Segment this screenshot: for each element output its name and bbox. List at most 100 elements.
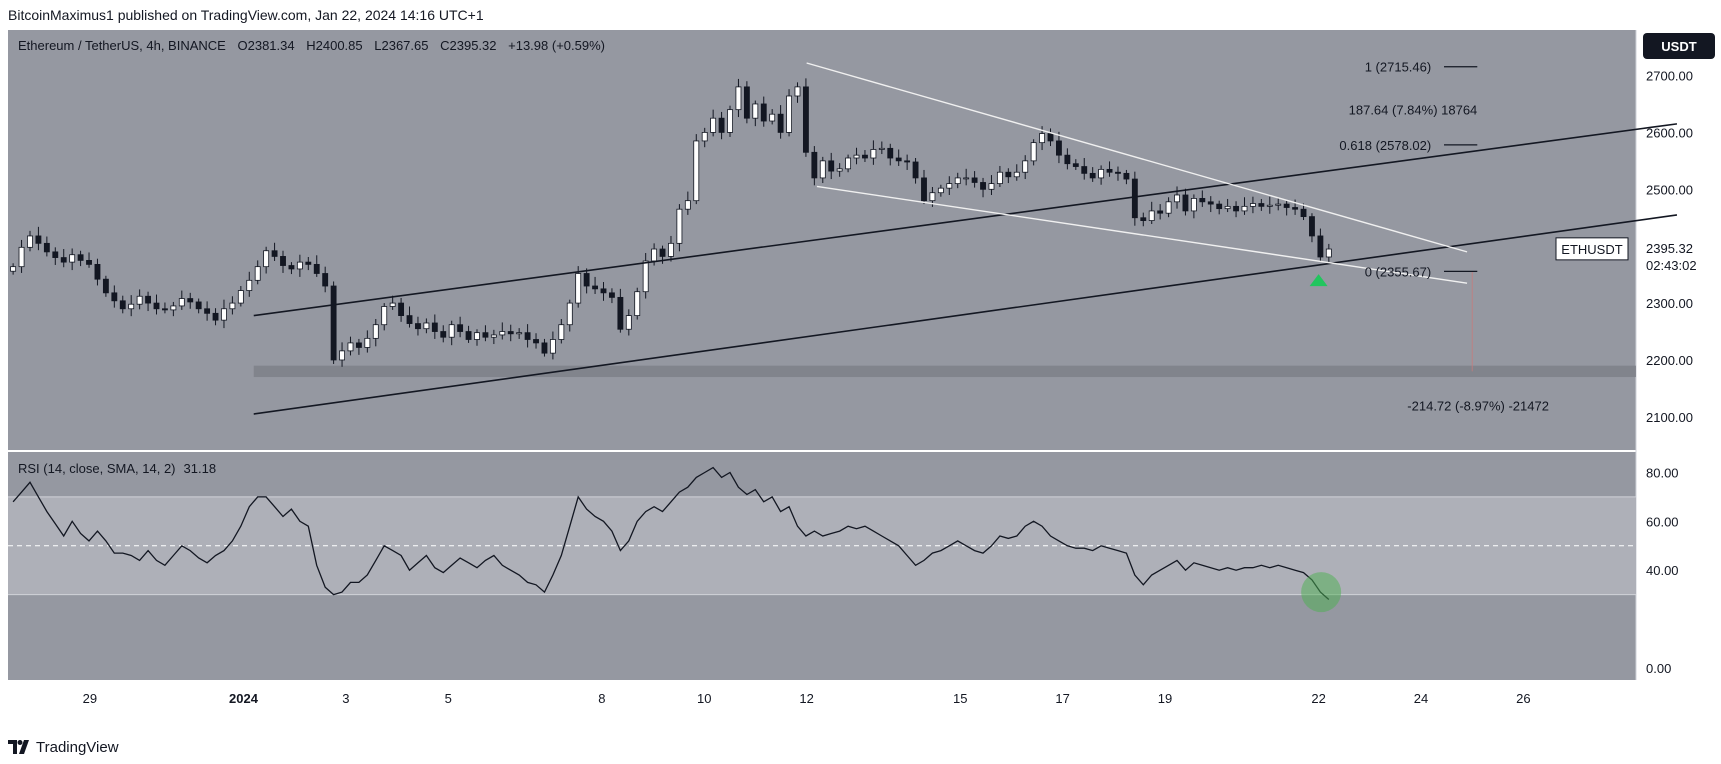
bear-candle[interactable] [465, 331, 472, 340]
bear-candle[interactable] [288, 265, 295, 270]
bull-candle[interactable] [372, 324, 379, 339]
bear-candle[interactable] [887, 147, 894, 159]
bull-candle[interactable] [1039, 133, 1046, 144]
bull-candle[interactable] [1266, 204, 1273, 207]
bull-candle[interactable] [221, 308, 227, 321]
bull-candle[interactable] [1275, 203, 1282, 206]
ticker-badge[interactable] [1555, 237, 1629, 261]
bear-candle[interactable] [1131, 178, 1138, 219]
bear-candle[interactable] [162, 308, 168, 311]
bear-candle[interactable] [1283, 203, 1290, 208]
bull-candle[interactable] [684, 200, 691, 210]
bear-candle[interactable] [398, 302, 405, 316]
bear-candle[interactable] [541, 342, 548, 354]
bull-candle[interactable] [1165, 201, 1172, 214]
bull-candle[interactable] [575, 273, 582, 304]
bear-candle[interactable] [1005, 171, 1012, 178]
bear-candle[interactable] [1106, 168, 1113, 173]
bull-candle[interactable] [1013, 171, 1020, 178]
bull-candle[interactable] [128, 303, 135, 310]
bear-candle[interactable] [35, 235, 42, 244]
bull-candle[interactable] [448, 324, 455, 338]
bull-candle[interactable] [946, 183, 953, 189]
bear-candle[interactable] [777, 113, 784, 133]
bull-candle[interactable] [929, 192, 936, 202]
bear-candle[interactable] [1115, 171, 1121, 174]
bear-candle[interactable] [86, 260, 92, 265]
bear-candle[interactable] [1140, 217, 1147, 221]
bear-candle[interactable] [904, 160, 911, 163]
bull-candle[interactable] [516, 332, 523, 335]
bull-candle[interactable] [296, 261, 303, 270]
bear-candle[interactable] [1047, 133, 1054, 142]
bull-candle[interactable] [237, 290, 244, 304]
bear-candle[interactable] [1157, 210, 1164, 214]
bull-candle[interactable] [339, 350, 345, 361]
bull-candle[interactable] [381, 306, 388, 326]
bear-candle[interactable] [1182, 194, 1189, 212]
wedge-lower-line[interactable] [816, 185, 1468, 284]
bear-candle[interactable] [600, 288, 607, 294]
bear-candle[interactable] [1317, 235, 1324, 258]
bull-candle[interactable] [499, 331, 506, 336]
bear-candle[interactable] [355, 342, 362, 348]
bear-candle[interactable] [718, 117, 725, 133]
bull-candle[interactable] [853, 154, 860, 159]
bull-candle[interactable] [727, 109, 733, 133]
bear-candle[interactable] [212, 312, 219, 321]
bull-candle[interactable] [836, 168, 843, 172]
bull-candle[interactable] [996, 171, 1003, 185]
currency-button[interactable] [1643, 33, 1715, 59]
bull-candle[interactable] [954, 177, 961, 185]
bear-candle[interactable] [43, 242, 50, 253]
bull-candle[interactable] [549, 339, 556, 354]
bull-candle[interactable] [1249, 203, 1256, 207]
bull-candle[interactable] [1030, 142, 1037, 162]
bull-candle[interactable] [625, 315, 632, 330]
bear-candle[interactable] [1207, 201, 1214, 205]
bear-candle[interactable] [271, 250, 278, 257]
bull-candle[interactable] [364, 337, 371, 348]
bear-candle[interactable] [406, 315, 413, 324]
bear-candle[interactable] [802, 86, 809, 153]
bear-candle[interactable] [280, 256, 286, 266]
bear-candle[interactable] [322, 273, 329, 287]
bear-candle[interactable] [52, 251, 59, 258]
bear-candle[interactable] [94, 263, 101, 280]
bull-candle[interactable] [735, 86, 742, 111]
bull-candle[interactable] [1190, 197, 1197, 212]
bull-candle[interactable] [710, 117, 717, 133]
bull-candle[interactable] [845, 157, 852, 170]
bull-candle[interactable] [246, 279, 253, 291]
bear-candle[interactable] [507, 331, 514, 335]
bear-candle[interactable] [111, 292, 118, 302]
bear-candle[interactable] [195, 301, 202, 310]
bull-candle[interactable] [693, 140, 700, 202]
bull-candle[interactable] [676, 208, 683, 244]
bull-candle[interactable] [651, 248, 658, 262]
bear-candle[interactable] [895, 157, 902, 162]
bull-candle[interactable] [136, 295, 143, 305]
bear-candle[interactable] [609, 292, 615, 298]
bear-candle[interactable] [415, 323, 421, 330]
bull-candle[interactable] [1241, 205, 1248, 212]
bear-candle[interactable] [1292, 207, 1299, 210]
bear-candle[interactable] [912, 161, 919, 179]
bear-candle[interactable] [1258, 203, 1265, 207]
bear-candle[interactable] [1056, 140, 1062, 156]
bull-candle[interactable] [347, 342, 354, 352]
wedge-upper-line[interactable] [806, 62, 1468, 253]
bull-candle[interactable] [389, 302, 396, 307]
rsi-line[interactable] [12, 466, 1330, 600]
bull-candle[interactable] [1174, 194, 1180, 203]
bull-candle[interactable] [566, 302, 573, 326]
bear-candle[interactable] [77, 254, 84, 261]
bear-candle[interactable] [862, 154, 868, 159]
bull-candle[interactable] [668, 242, 674, 257]
bear-candle[interactable] [524, 332, 531, 340]
bear-candle[interactable] [119, 300, 126, 310]
bear-candle[interactable] [760, 103, 767, 122]
bull-candle[interactable] [819, 160, 826, 179]
bear-candle[interactable] [482, 332, 489, 338]
bull-candle[interactable] [1224, 205, 1231, 210]
